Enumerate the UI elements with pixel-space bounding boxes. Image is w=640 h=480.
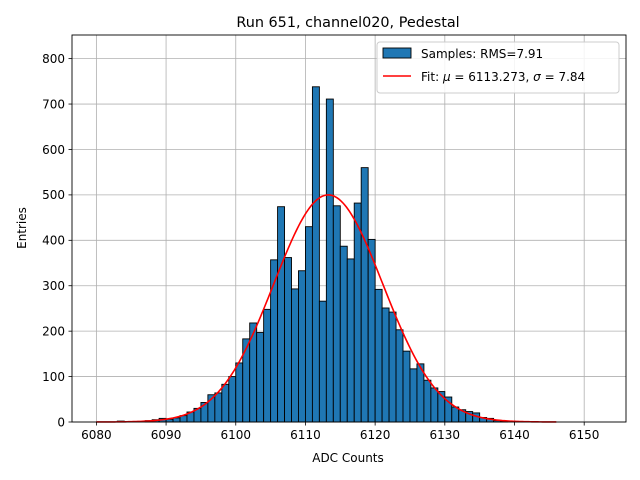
histogram-bars	[116, 86, 529, 423]
histogram-bar	[284, 257, 292, 423]
x-tick-label: 6080	[81, 428, 112, 442]
chart-title: Run 651, channel020, Pedestal	[236, 15, 459, 31]
x-tick-label: 6140	[499, 428, 530, 442]
y-tick-label: 800	[42, 52, 65, 66]
histogram-bar	[298, 270, 306, 423]
legend-fit-label: Fit: μ = 6113.273, σ = 7.84	[421, 70, 585, 84]
y-tick-label: 700	[42, 97, 65, 111]
histogram-bar	[256, 332, 265, 423]
histogram-bar	[277, 206, 285, 423]
histogram-bar	[291, 288, 299, 423]
y-tick-label: 100	[42, 370, 65, 384]
x-tick-label: 6110	[290, 428, 321, 442]
x-tick-label: 6090	[151, 428, 182, 442]
x-tick-label: 6100	[220, 428, 251, 442]
histogram-bar	[339, 245, 348, 423]
histogram-bar	[367, 238, 376, 423]
y-axis-label: Entries	[15, 207, 29, 249]
histogram-bar	[332, 205, 341, 423]
histogram-bar	[318, 300, 327, 423]
histogram-bar	[423, 379, 432, 423]
x-tick-label: 6120	[360, 428, 391, 442]
histogram-bar	[311, 86, 320, 423]
y-axis: 0 100 200 300 400 500 600 700 800	[42, 52, 72, 429]
histogram-bar	[235, 362, 244, 423]
x-axis-label: ADC Counts	[312, 451, 384, 465]
histogram-bar	[374, 288, 383, 423]
y-tick-label: 600	[42, 143, 65, 157]
fit-curve	[96, 194, 557, 423]
histogram-bar	[430, 387, 439, 423]
y-tick-label: 0	[57, 415, 65, 429]
histogram-bar	[325, 98, 334, 423]
y-tick-label: 200	[42, 324, 65, 338]
histogram-bar	[451, 406, 460, 423]
histogram-bar	[214, 392, 223, 423]
legend-samples-label: Samples: RMS=7.91	[421, 47, 543, 61]
histogram-bar	[242, 338, 251, 423]
histogram-bar	[221, 383, 230, 423]
histogram-bar	[388, 311, 397, 423]
plot-area-frame	[71, 34, 627, 423]
legend-box	[376, 41, 620, 94]
histogram-bar	[381, 307, 390, 423]
histogram-bar	[304, 226, 313, 423]
y-tick-label: 300	[42, 279, 65, 293]
x-tick-label: 6150	[569, 428, 600, 442]
x-axis: 6080 6090 6100 6110 6120 6130 6140 6150	[81, 422, 599, 442]
histogram-bar	[353, 202, 362, 423]
histogram-bar	[263, 308, 272, 423]
x-tick-label: 6130	[430, 428, 461, 442]
legend: Samples: RMS=7.91 Fit: μ = 6113.273, σ =…	[376, 41, 620, 94]
histogram-bar	[409, 368, 418, 423]
histogram-bar	[346, 258, 355, 423]
histogram-bar	[402, 350, 411, 423]
histogram-bar	[395, 329, 404, 423]
histogram-bar	[360, 167, 369, 423]
histogram-bar	[228, 376, 237, 423]
y-tick-label: 400	[42, 234, 65, 248]
y-tick-label: 500	[42, 188, 65, 202]
legend-samples-swatch	[382, 47, 412, 59]
